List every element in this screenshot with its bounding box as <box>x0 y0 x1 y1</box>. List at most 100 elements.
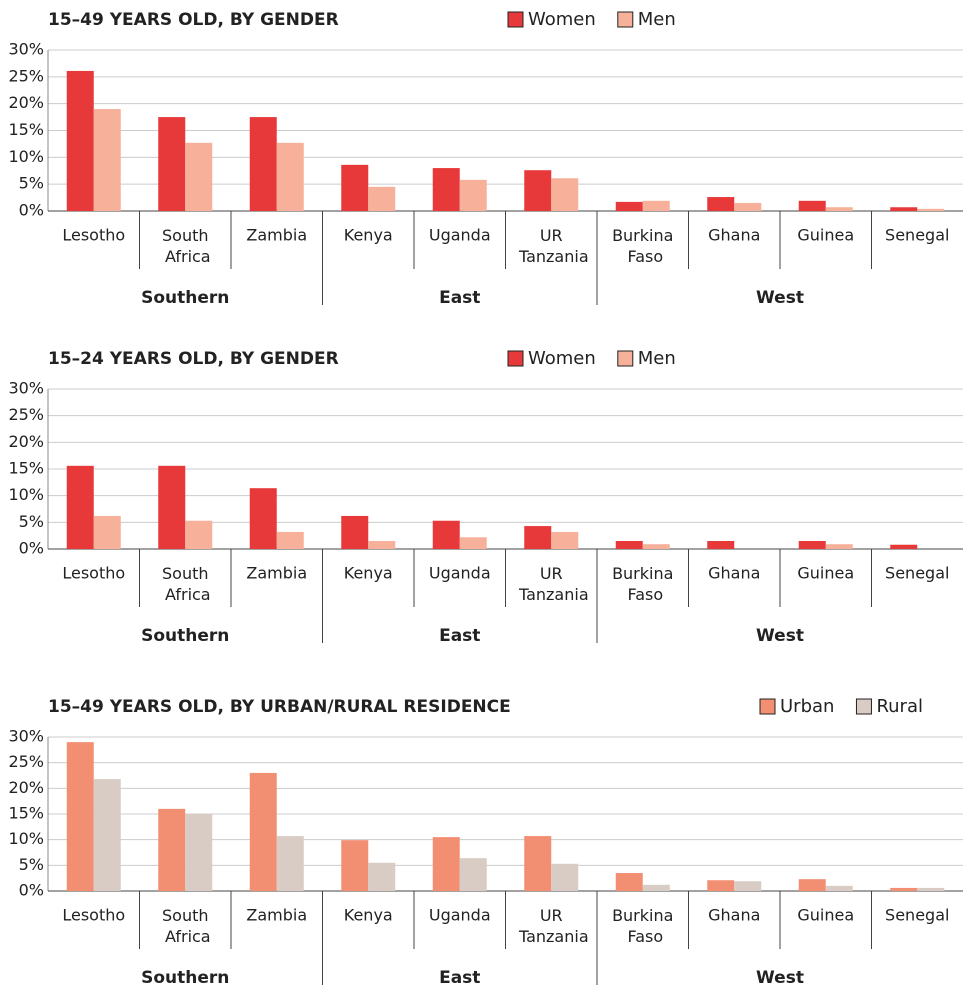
bar <box>185 520 213 549</box>
bar <box>890 207 918 211</box>
bar <box>615 201 643 211</box>
bar <box>158 808 186 891</box>
legend-label: Men <box>638 348 676 369</box>
x-tick-label: Ghana <box>708 906 760 925</box>
y-tick-label: 20% <box>8 93 44 112</box>
y-tick-label: 5% <box>19 512 44 531</box>
bar <box>249 117 277 211</box>
bar <box>276 142 304 211</box>
bar <box>707 197 735 211</box>
bar <box>185 142 213 211</box>
x-tick-label: Kenya <box>344 564 393 583</box>
group-label: West <box>756 626 804 646</box>
bar <box>798 541 826 549</box>
bar <box>524 526 552 549</box>
bar <box>341 840 369 891</box>
x-tick-label: UR Tanzania <box>514 564 589 604</box>
bar <box>66 465 94 549</box>
bar <box>432 520 460 549</box>
y-tick-label: 0% <box>19 539 44 558</box>
y-tick-label: 30% <box>8 379 44 398</box>
y-tick-label: 5% <box>19 855 44 874</box>
legend-swatch <box>759 698 776 715</box>
bar <box>93 109 121 211</box>
bar <box>734 881 762 891</box>
legend-swatch <box>617 11 634 28</box>
x-tick-label: Kenya <box>344 906 393 925</box>
y-tick-label: 15% <box>8 804 44 823</box>
bar <box>158 117 186 211</box>
y-tick-label: 5% <box>19 174 44 193</box>
bar <box>551 863 579 891</box>
bar <box>432 837 460 891</box>
chart-title: 15–24 YEARS OLD, BY GENDER <box>48 349 339 369</box>
y-tick-label: 15% <box>8 120 44 139</box>
group-label: East <box>439 968 480 988</box>
y-tick-label: 30% <box>8 40 44 59</box>
x-tick-label: Lesotho <box>62 564 125 583</box>
bar <box>249 488 277 549</box>
x-tick-label: South Africa <box>160 564 211 604</box>
x-tick-label: Guinea <box>797 564 854 583</box>
x-tick-label: Guinea <box>797 906 854 925</box>
y-tick-label: 15% <box>8 459 44 478</box>
bar <box>890 544 918 549</box>
group-label: East <box>439 288 480 308</box>
legend-label: Rural <box>876 696 923 717</box>
y-tick-label: 0% <box>19 201 44 220</box>
bar <box>642 544 670 549</box>
group-label: West <box>756 968 804 988</box>
bar <box>185 814 213 891</box>
x-tick-label: South Africa <box>160 226 211 266</box>
bar <box>368 541 396 549</box>
chart-title: 15–49 YEARS OLD, BY URBAN/RURAL RESIDENC… <box>48 697 511 717</box>
bar <box>707 541 735 549</box>
x-tick-label: Uganda <box>429 564 491 583</box>
bar <box>524 170 552 211</box>
x-tick-label: UR Tanzania <box>514 226 589 266</box>
bar <box>459 179 487 211</box>
bar <box>798 879 826 891</box>
legend-label: Women <box>528 348 596 369</box>
x-tick-label: Zambia <box>246 226 307 245</box>
group-label: Southern <box>141 626 229 646</box>
bar <box>917 208 945 211</box>
bar <box>459 537 487 549</box>
x-tick-label: Burkina Faso <box>612 226 673 266</box>
legend-label: Urban <box>780 696 834 717</box>
bar <box>341 164 369 211</box>
y-tick-label: 10% <box>8 147 44 166</box>
x-tick-label: Lesotho <box>62 226 125 245</box>
x-tick-label: Burkina Faso <box>612 564 673 604</box>
x-tick-label: Zambia <box>246 564 307 583</box>
legend-swatch <box>507 11 524 28</box>
x-tick-label: Ghana <box>708 226 760 245</box>
bar <box>368 186 396 211</box>
y-tick-label: 25% <box>8 66 44 85</box>
y-tick-label: 0% <box>19 881 44 900</box>
x-tick-label: Guinea <box>797 226 854 245</box>
x-tick-label: Senegal <box>885 906 949 925</box>
y-tick-label: 20% <box>8 778 44 797</box>
x-tick-label: South Africa <box>160 906 211 946</box>
bar <box>249 772 277 891</box>
group-label: Southern <box>141 288 229 308</box>
bar <box>93 779 121 891</box>
bar <box>524 836 552 891</box>
legend-swatch <box>507 350 524 367</box>
bar <box>798 200 826 211</box>
bar <box>615 541 643 549</box>
bar <box>825 885 853 891</box>
y-tick-label: 25% <box>8 752 44 771</box>
group-label: Southern <box>141 968 229 988</box>
x-tick-label: Uganda <box>429 906 491 925</box>
bar <box>707 880 735 891</box>
x-tick-label: Zambia <box>246 906 307 925</box>
bar <box>825 207 853 211</box>
bar <box>341 515 369 549</box>
bar <box>66 742 94 891</box>
x-tick-label: Burkina Faso <box>612 906 673 946</box>
bar <box>276 531 304 549</box>
y-tick-label: 10% <box>8 829 44 848</box>
y-tick-label: 25% <box>8 405 44 424</box>
